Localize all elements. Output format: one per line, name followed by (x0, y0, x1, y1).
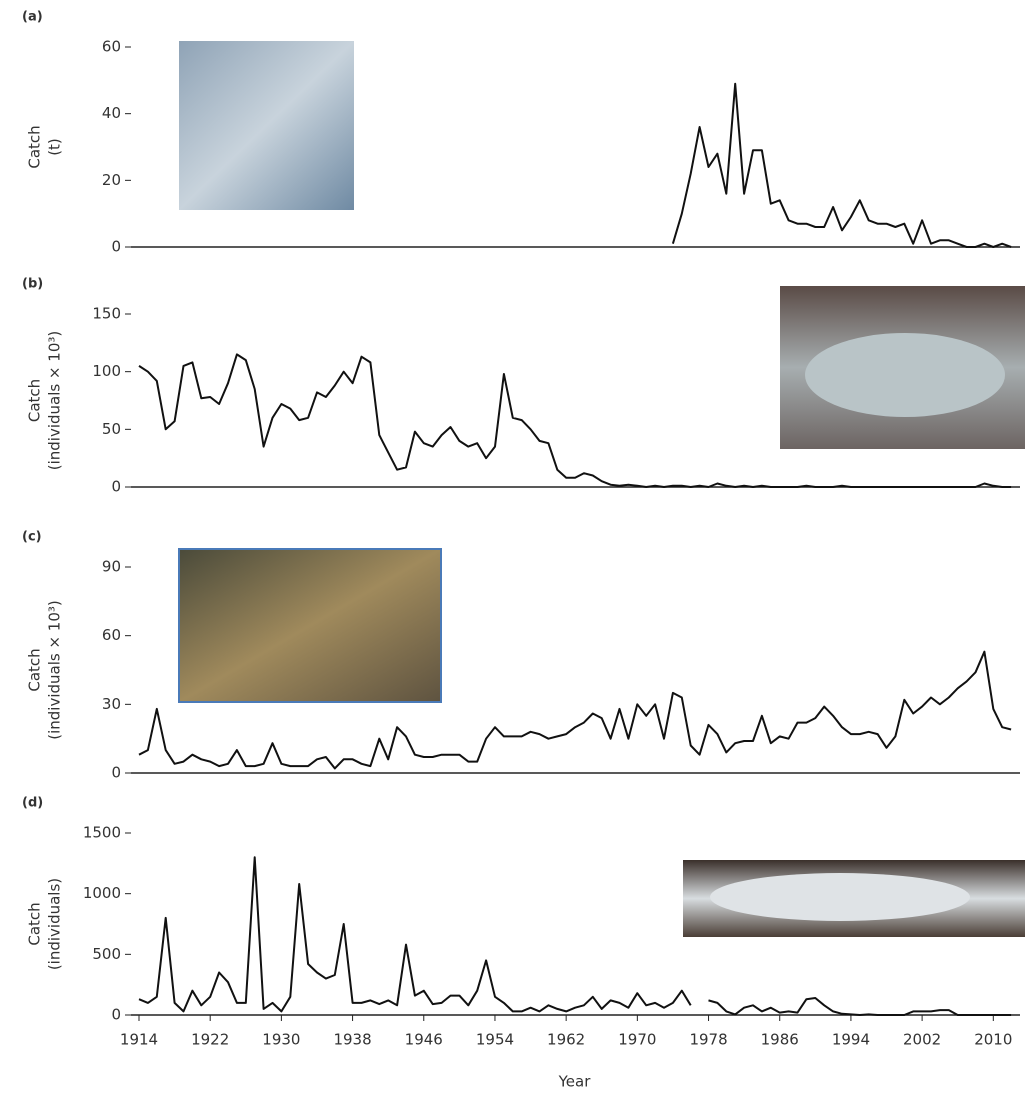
y-tick-label: 40 (102, 104, 121, 122)
y-tick-label: 1500 (83, 824, 121, 842)
x-tick-label: 2002 (903, 1031, 941, 1049)
y-axis-label: Catch (26, 902, 44, 945)
series-line (138, 856, 1012, 1016)
y-tick-label: 30 (102, 695, 121, 713)
x-tick-label: 1994 (832, 1031, 870, 1049)
series-line (671, 82, 1012, 248)
x-tick-label: 1946 (405, 1031, 443, 1049)
panel-label: (a) (22, 10, 43, 25)
panel-label: (b) (22, 277, 43, 292)
y-tick-label: 90 (102, 558, 121, 576)
y-tick-label: 100 (92, 362, 121, 380)
panel-label: (c) (22, 530, 42, 545)
y-tick-label: 50 (102, 420, 121, 438)
x-tick-label: 2010 (974, 1031, 1012, 1049)
x-tick-label: 1938 (333, 1031, 371, 1049)
x-tick-label: 1930 (262, 1031, 300, 1049)
series-line (138, 353, 1012, 488)
y-axis-label: Catch (26, 379, 44, 422)
x-tick-label: 1986 (761, 1031, 799, 1049)
y-tick-label: 150 (92, 305, 121, 323)
x-tick-label: 1914 (120, 1031, 158, 1049)
y-axis-label: Catch (26, 648, 44, 691)
y-axis-label: (t) (46, 138, 64, 156)
x-axis-label: Year (558, 1073, 592, 1091)
photo-lamprey (178, 548, 442, 703)
y-axis-label: Catch (26, 125, 44, 168)
x-tick-label: 1970 (618, 1031, 656, 1049)
y-tick-label: 20 (102, 171, 121, 189)
y-tick-label: 500 (92, 945, 121, 963)
x-tick-label: 1954 (476, 1031, 514, 1049)
y-tick-label: 0 (111, 1006, 121, 1024)
panel-label: (d) (22, 796, 43, 811)
series-line (138, 650, 1012, 770)
y-tick-label: 60 (102, 38, 121, 56)
photo-salmon-body (710, 873, 970, 921)
y-axis-label: (individuals × 10³) (46, 331, 64, 471)
y-tick-label: 1000 (83, 884, 121, 902)
y-tick-label: 0 (111, 478, 121, 496)
photo-eels (179, 41, 354, 210)
x-tick-label: 1978 (689, 1031, 727, 1049)
y-axis-label: (individuals) (46, 878, 64, 970)
y-tick-label: 0 (111, 764, 121, 782)
y-tick-label: 60 (102, 626, 121, 644)
y-axis-label: (individuals × 10³) (46, 600, 64, 740)
x-tick-label: 1922 (191, 1031, 229, 1049)
photo-fish-body (805, 333, 1005, 417)
y-tick-label: 0 (111, 238, 121, 256)
x-tick-label: 1962 (547, 1031, 585, 1049)
